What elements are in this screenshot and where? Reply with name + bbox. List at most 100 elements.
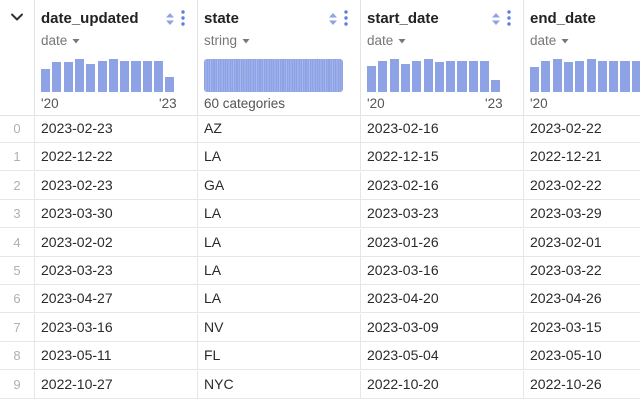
cell-date-updated[interactable]: 2022-12-22 xyxy=(34,143,197,171)
histogram-bar xyxy=(154,60,164,92)
column-histogram[interactable] xyxy=(41,59,181,92)
column-type-label: date xyxy=(367,33,394,48)
cell-end-date[interactable]: 2023-05-10 xyxy=(523,342,640,370)
cell-state[interactable]: AZ xyxy=(197,115,360,142)
column-header-state[interactable]: state string 60 categories xyxy=(197,0,360,115)
cell-date-updated[interactable]: 2023-03-16 xyxy=(34,313,197,341)
cell-end-date[interactable]: 2022-10-26 xyxy=(523,370,640,398)
caret-down-icon xyxy=(398,38,406,43)
caret-down-icon xyxy=(561,38,569,43)
row-index: 1 xyxy=(13,149,21,165)
histogram-bar xyxy=(378,60,388,92)
cell-end-date[interactable]: 2023-03-29 xyxy=(523,200,640,228)
category-distribution-bar[interactable] xyxy=(204,59,343,92)
table-row[interactable]: 4 2023-02-02 LA 2023-01-26 2023-02-01 xyxy=(0,228,640,257)
row-index: 5 xyxy=(13,263,21,278)
sort-icon[interactable] xyxy=(165,12,175,26)
cell-state[interactable]: NYC xyxy=(197,370,360,398)
table-row[interactable]: 5 2023-03-23 LA 2023-03-16 2023-03-22 xyxy=(0,257,640,285)
cell-start-date[interactable]: 2023-03-09 xyxy=(360,313,523,341)
cell-state[interactable]: LA xyxy=(197,228,360,256)
column-menu-icon[interactable] xyxy=(344,10,348,26)
cell-date-updated[interactable]: 2023-02-23 xyxy=(34,115,197,142)
cell-start-date[interactable]: 2023-03-16 xyxy=(360,257,523,284)
sort-icon[interactable] xyxy=(491,12,501,26)
histogram-bar xyxy=(434,62,444,92)
column-menu-icon[interactable] xyxy=(507,10,511,26)
histogram-bar xyxy=(631,60,640,92)
cell-date-updated[interactable]: 2022-10-27 xyxy=(34,370,197,398)
cell-start-date[interactable]: 2023-04-20 xyxy=(360,285,523,313)
histogram-bar xyxy=(412,60,422,92)
column-type-dropdown[interactable]: date xyxy=(367,33,406,48)
histogram-bar xyxy=(480,60,490,92)
cell-start-date[interactable]: 2023-02-16 xyxy=(360,171,523,199)
cell-state[interactable]: LA xyxy=(197,200,360,228)
column-title: start_date xyxy=(367,10,439,27)
cell-start-date[interactable]: 2022-10-20 xyxy=(360,370,523,398)
row-index: 0 xyxy=(13,121,21,136)
cell-end-date[interactable]: 2023-02-01 xyxy=(523,228,640,256)
table-row[interactable]: 6 2023-04-27 LA 2023-04-20 2023-04-26 xyxy=(0,285,640,314)
table-row[interactable]: 8 2023-05-11 FL 2023-05-04 2023-05-10 xyxy=(0,342,640,371)
cell-start-date[interactable]: 2023-02-16 xyxy=(360,115,523,142)
row-index: 9 xyxy=(13,376,21,392)
histogram-bar xyxy=(142,60,152,92)
cell-state[interactable]: LA xyxy=(197,257,360,284)
column-type-dropdown[interactable]: string xyxy=(204,33,250,48)
histogram-bar xyxy=(86,63,96,92)
column-menu-icon[interactable] xyxy=(181,10,185,26)
histogram-bar xyxy=(97,60,107,92)
sort-icon[interactable] xyxy=(328,12,338,26)
row-index: 6 xyxy=(13,291,21,307)
column-header-date-updated[interactable]: date_updated date '20 '23 xyxy=(34,0,197,115)
cell-state[interactable]: NV xyxy=(197,313,360,341)
column-header-end-date[interactable]: end_date date '20 xyxy=(523,0,640,115)
histogram-bar xyxy=(446,60,456,92)
cell-state[interactable]: GA xyxy=(197,171,360,199)
table-row[interactable]: 1 2022-12-22 LA 2022-12-15 2022-12-21 xyxy=(0,143,640,172)
table-row[interactable]: 0 2023-02-23 AZ 2023-02-16 2023-02-22 xyxy=(0,115,640,143)
column-type-label: date xyxy=(530,33,557,48)
cell-start-date[interactable]: 2023-01-26 xyxy=(360,228,523,256)
cell-end-date[interactable]: 2023-03-15 xyxy=(523,313,640,341)
cell-start-date[interactable]: 2022-12-15 xyxy=(360,143,523,171)
histogram-axis-end: '23 xyxy=(159,96,177,111)
table-row[interactable]: 9 2022-10-27 NYC 2022-10-20 2022-10-26 xyxy=(0,370,640,399)
cell-end-date[interactable]: 2022-12-21 xyxy=(523,143,640,171)
histogram-bar xyxy=(552,59,562,92)
collapse-toggle[interactable] xyxy=(0,0,34,115)
cell-end-date[interactable]: 2023-04-26 xyxy=(523,285,640,313)
cell-date-updated[interactable]: 2023-03-23 xyxy=(34,257,197,284)
histogram-bar xyxy=(120,60,130,92)
cell-end-date[interactable]: 2023-02-22 xyxy=(523,115,640,142)
cell-state[interactable]: LA xyxy=(197,285,360,313)
histogram-bar xyxy=(52,62,62,92)
column-type-label: string xyxy=(204,33,238,48)
cell-end-date[interactable]: 2023-03-22 xyxy=(523,257,640,284)
cell-state[interactable]: FL xyxy=(197,342,360,370)
cell-date-updated[interactable]: 2023-02-02 xyxy=(34,228,197,256)
cell-date-updated[interactable]: 2023-03-30 xyxy=(34,200,197,228)
cell-date-updated[interactable]: 2023-04-27 xyxy=(34,285,197,313)
column-histogram[interactable] xyxy=(367,59,507,92)
table-row[interactable]: 3 2023-03-30 LA 2023-03-23 2023-03-29 xyxy=(0,200,640,229)
cell-start-date[interactable]: 2023-05-04 xyxy=(360,342,523,370)
column-header-start-date[interactable]: start_date date '20 '23 xyxy=(360,0,523,115)
histogram-bar xyxy=(609,60,619,92)
caret-down-icon xyxy=(242,38,250,43)
cell-date-updated[interactable]: 2023-05-11 xyxy=(34,342,197,370)
caret-down-icon xyxy=(72,38,80,43)
column-histogram[interactable] xyxy=(530,59,640,92)
column-title: end_date xyxy=(530,10,596,27)
table-row[interactable]: 2 2023-02-23 GA 2023-02-16 2023-02-22 xyxy=(0,171,640,200)
cell-state[interactable]: LA xyxy=(197,143,360,171)
column-type-dropdown[interactable]: date xyxy=(41,33,80,48)
cell-start-date[interactable]: 2023-03-23 xyxy=(360,200,523,228)
cell-date-updated[interactable]: 2023-02-23 xyxy=(34,171,197,199)
column-title: date_updated xyxy=(41,10,139,27)
column-type-dropdown[interactable]: date xyxy=(530,33,569,48)
cell-end-date[interactable]: 2023-02-22 xyxy=(523,171,640,199)
table-row[interactable]: 7 2023-03-16 NV 2023-03-09 2023-03-15 xyxy=(0,313,640,342)
